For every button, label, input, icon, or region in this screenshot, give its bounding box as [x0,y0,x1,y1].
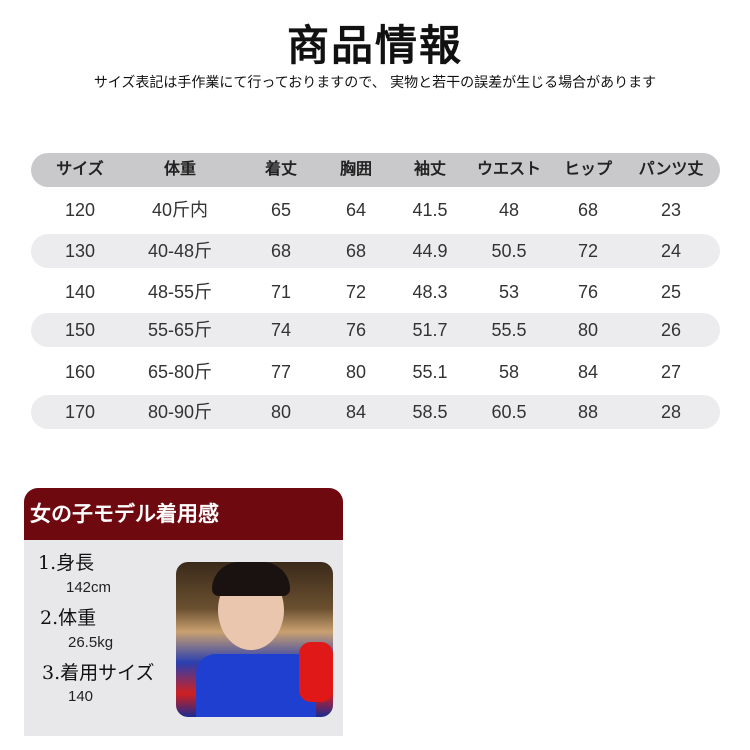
model-label: 1.身長 [38,552,95,574]
table-cell: 68 [270,241,292,261]
table-cell: 80 [270,402,292,422]
table-cell: パンツ丈 [638,161,704,178]
table-cell: 51.7 [412,320,448,340]
table-row: 170 80-90斤 80 84 58.5 60.5 88 28 [31,395,720,429]
table-cell: 120 [64,200,96,220]
table-cell: 72 [345,282,367,302]
table-cell: 24 [660,241,682,261]
table-cell: 40-48斤 [147,241,213,261]
table-cell: 84 [345,402,367,422]
model-label: 2.体重 [40,607,97,629]
table-cell: 68 [345,241,367,261]
table-cell: 84 [577,362,599,382]
model-value: 140 [68,688,94,705]
size-note: サイズ表記は手作業にて行っておりますので、 実物と若干の誤差が生じる場合がありま… [93,75,657,91]
table-cell: 71 [270,282,292,302]
table-cell: 50.5 [491,241,527,261]
page-title: 商品情報 [286,21,463,70]
table-cell: 55.5 [491,320,527,340]
table-cell: 55.1 [412,362,448,382]
table-row: 140 48-55斤 71 72 48.3 53 76 25 [31,275,720,309]
table-cell: 68 [577,200,599,220]
table-row: 150 55-65斤 74 76 51.7 55.5 80 26 [31,313,720,347]
model-value: 142cm [66,579,112,596]
table-cell: 80 [577,320,599,340]
table-row: 130 40-48斤 68 68 44.9 50.5 72 24 [31,234,720,268]
table-cell: 袖丈 [413,161,447,178]
table-cell: 48-55斤 [147,282,213,302]
table-cell: 58.5 [412,402,448,422]
table-cell: 74 [270,320,292,340]
table-cell: 76 [345,320,367,340]
table-cell: 65 [270,200,292,220]
table-header-row: サイズ 体重 着丈 胸囲 袖丈 ウエスト ヒップ パンツ丈 [31,153,720,187]
model-photo [176,562,333,717]
table-cell: サイズ [56,161,104,178]
table-cell: 76 [577,282,599,302]
model-value: 26.5kg [68,634,114,651]
table-cell: 77 [270,362,292,382]
table-cell: 55-65斤 [147,320,213,340]
table-cell: 41.5 [412,200,448,220]
table-cell: 48 [498,200,520,220]
table-cell: ヒップ [563,161,613,178]
model-heading: 女の子モデル着用感 [24,488,343,540]
table-cell: 胸囲 [339,161,373,178]
table-cell: 88 [577,402,599,422]
table-cell: 140 [64,282,96,302]
table-cell: 130 [64,241,96,261]
table-cell: 64 [345,200,367,220]
table-cell: 150 [64,320,96,340]
table-cell: 60.5 [491,402,527,422]
table-cell: 53 [498,282,520,302]
table-cell: 44.9 [412,241,448,261]
table-cell: 80-90斤 [147,402,213,422]
table-cell: 65-80斤 [147,362,213,382]
model-card: 女の子モデル着用感 1.身長 142cm 2.体重 26.5kg 3.着用サイズ… [24,488,343,736]
table-cell: 40斤内 [151,200,209,220]
table-cell: 72 [577,241,599,261]
table-cell: 体重 [163,161,197,178]
table-cell: 着丈 [264,161,298,178]
table-cell: 23 [660,200,682,220]
table-cell: 27 [660,362,682,382]
table-cell: 28 [660,402,682,422]
table-row: 160 65-80斤 77 80 55.1 58 84 27 [31,355,720,389]
table-row: 120 40斤内 65 64 41.5 48 68 23 [31,193,720,227]
table-cell: 26 [660,320,682,340]
table-cell: 170 [64,402,96,422]
model-label: 3.着用サイズ [42,662,155,684]
table-cell: 25 [660,282,682,302]
table-cell: 160 [64,362,96,382]
table-cell: 80 [345,362,367,382]
table-cell: 58 [498,362,520,382]
table-cell: ウエスト [476,161,542,178]
table-cell: 48.3 [412,282,448,302]
